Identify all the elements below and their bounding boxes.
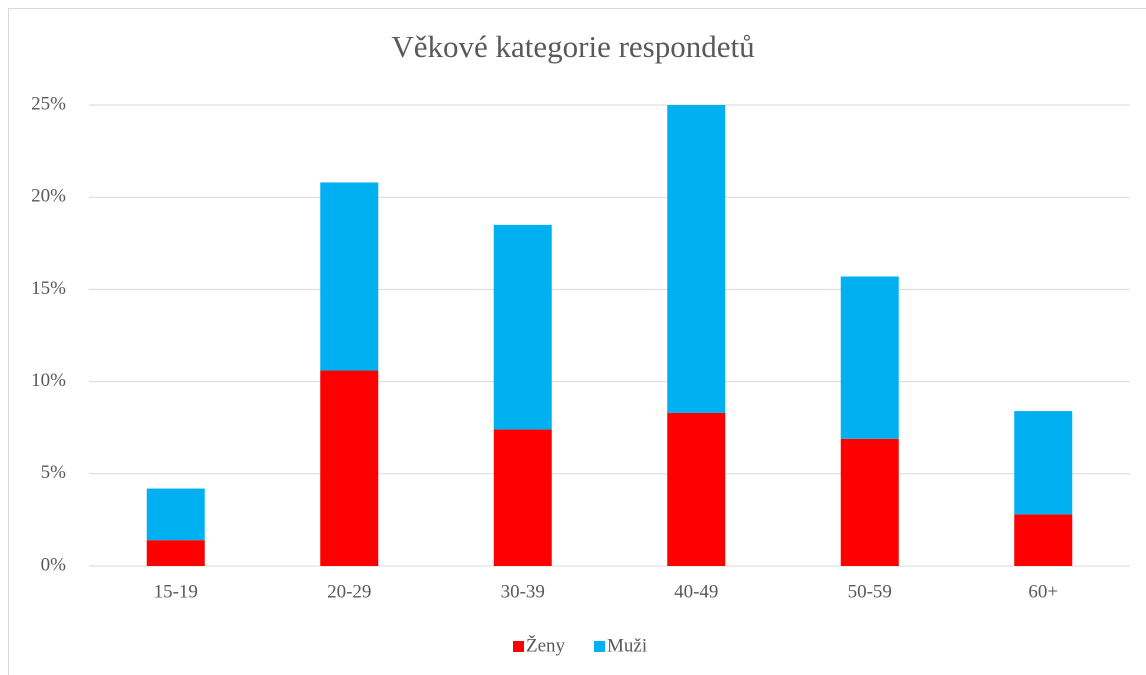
legend-swatch [513, 641, 524, 652]
x-tick-label: 20-29 [327, 581, 371, 602]
y-tick-label: 25% [31, 93, 66, 114]
bar-segment [667, 105, 726, 413]
bar-segment [320, 370, 379, 566]
y-tick-label: 20% [31, 186, 66, 207]
chart-title: Věkové kategorie respondetů [391, 29, 754, 64]
bar-segment [146, 540, 205, 566]
legend-label: Muži [607, 635, 647, 656]
bar-segment [1014, 411, 1073, 515]
x-tick-label: 15-19 [154, 581, 198, 602]
y-tick-label: 10% [31, 370, 66, 391]
y-tick-label: 0% [41, 554, 67, 575]
legend-swatch [594, 641, 605, 652]
x-tick-label: 50-59 [848, 581, 892, 602]
chart-border [8, 8, 1146, 675]
legend-label: Ženy [526, 634, 566, 656]
x-tick-label: 40-49 [674, 581, 718, 602]
bar-segment [493, 224, 552, 430]
bar-segment [667, 412, 726, 566]
bar-segment [840, 438, 899, 566]
bar-segment [1014, 514, 1073, 566]
y-tick-label: 15% [31, 278, 66, 299]
y-tick-label: 5% [41, 462, 67, 483]
bar-segment [146, 488, 205, 541]
bar-segment [840, 276, 899, 439]
bar-segment [493, 429, 552, 566]
bar-segment [320, 182, 379, 371]
x-tick-label: 30-39 [501, 581, 545, 602]
x-tick-label: 60+ [1028, 581, 1058, 602]
